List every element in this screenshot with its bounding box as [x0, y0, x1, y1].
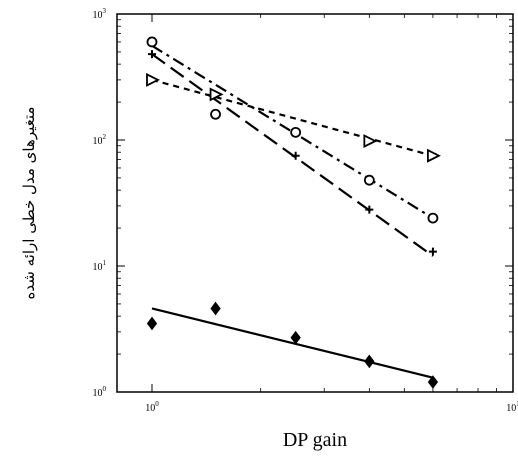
- y-tick-label: 103: [93, 7, 107, 21]
- plus-marker: [147, 50, 156, 59]
- triangle-right-marker: [427, 148, 441, 163]
- y-tick-label: 102: [93, 133, 107, 147]
- x-tick-label: 101: [506, 400, 518, 414]
- diamond-marker: [290, 330, 301, 345]
- circle-marker: [146, 36, 158, 48]
- diamond-marker: [427, 375, 439, 389]
- plot-frame: [116, 13, 514, 393]
- axis-tick-labels: 100 101 102 103 100 101: [93, 7, 518, 414]
- circle-marker: [363, 174, 375, 186]
- y-tick-label: 101: [93, 259, 107, 273]
- axis-ticks: [117, 13, 514, 393]
- fit-line-circle: [151, 44, 434, 220]
- triangle-right-marker: [146, 72, 160, 87]
- circle-marker: [210, 108, 221, 120]
- x-axis-label: DP gain: [283, 429, 347, 451]
- plus-marker: [365, 205, 374, 214]
- fit-line-triangle-right: [151, 78, 434, 157]
- diamond-marker: [210, 301, 221, 316]
- diamond-marker: [364, 354, 375, 369]
- y-tick-label: 100: [93, 385, 107, 399]
- circle-marker: [427, 212, 439, 224]
- circle-marker: [290, 126, 302, 138]
- triangle-right-marker: [363, 134, 378, 149]
- triangle-right-marker: [209, 87, 224, 102]
- fit-lines: [151, 44, 434, 379]
- y-axis-label: متغیرهای مدل خطی ارائه شده: [20, 107, 38, 300]
- diamond-marker: [146, 316, 158, 331]
- fit-line-diamond: [151, 307, 434, 379]
- x-tick-label: 100: [145, 400, 159, 414]
- data-markers: [146, 36, 441, 389]
- plus-marker: [291, 151, 300, 160]
- plus-marker: [428, 247, 437, 256]
